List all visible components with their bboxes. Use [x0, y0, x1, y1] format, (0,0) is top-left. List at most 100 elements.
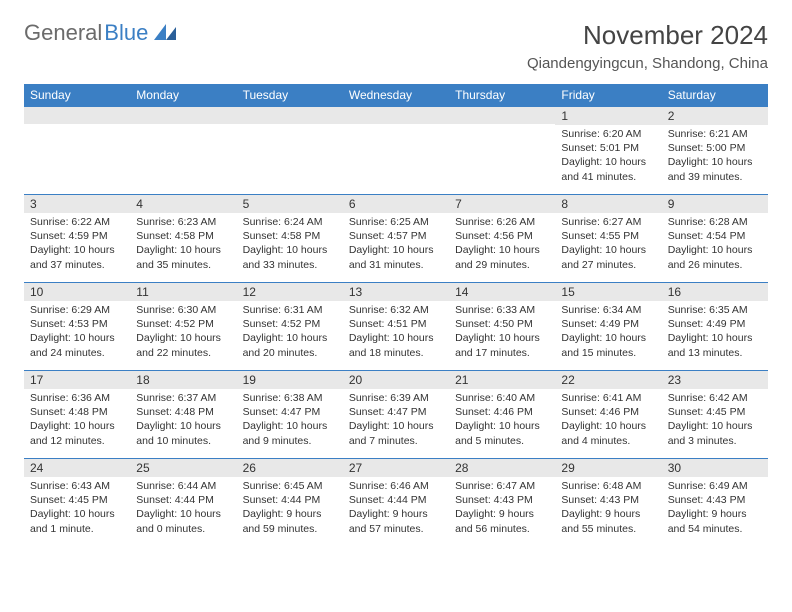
sunrise-line: Sunrise: 6:42 AM [668, 391, 762, 405]
day-number: 9 [662, 194, 768, 213]
triangle-icon [154, 20, 176, 46]
sunset-line: Sunset: 4:46 PM [455, 405, 549, 419]
calendar-day-cell: 7Sunrise: 6:26 AMSunset: 4:56 PMDaylight… [449, 194, 555, 282]
daylight-line: Daylight: 10 hours and 27 minutes. [561, 243, 655, 271]
sunset-line: Sunset: 4:46 PM [561, 405, 655, 419]
calendar-day-cell: 23Sunrise: 6:42 AMSunset: 4:45 PMDayligh… [662, 370, 768, 458]
sunrise-line: Sunrise: 6:28 AM [668, 215, 762, 229]
sunset-line: Sunset: 4:44 PM [136, 493, 230, 507]
calendar-day-cell: 19Sunrise: 6:38 AMSunset: 4:47 PMDayligh… [237, 370, 343, 458]
weekday-header: Sunday [24, 84, 130, 106]
sunset-line: Sunset: 4:53 PM [30, 317, 124, 331]
sunset-line: Sunset: 4:50 PM [455, 317, 549, 331]
day-details: Sunrise: 6:46 AMSunset: 4:44 PMDaylight:… [343, 477, 449, 540]
daylight-line: Daylight: 10 hours and 10 minutes. [136, 419, 230, 447]
calendar-week-row: 10 Sunrise: 6:29 AMSunset: 4:53 PM Dayligh… [24, 282, 768, 370]
day-details: Sunrise: 6:33 AMSunset: 4:50 PMDaylight:… [449, 301, 555, 364]
sunrise-line: Sunrise: 6:21 AM [668, 127, 762, 141]
day-number: 18 [130, 370, 236, 389]
calendar-day-cell: 27Sunrise: 6:46 AMSunset: 4:44 PMDayligh… [343, 458, 449, 546]
sunrise-line: Sunrise: 6:30 AM [136, 303, 230, 317]
weekday-header: Monday [130, 84, 236, 106]
sunrise-line: Sunrise: 6:23 AM [136, 215, 230, 229]
day-number: 5 [237, 194, 343, 213]
day-number-empty [449, 106, 555, 124]
sunset-line: Sunset: 4:43 PM [561, 493, 655, 507]
day-number: 19 [237, 370, 343, 389]
day-number: 29 [555, 458, 661, 477]
calendar-header-row: SundayMondayTuesdayWednesdayThursdayFrid… [24, 84, 768, 106]
sunrise-line: Sunrise: 6:34 AM [561, 303, 655, 317]
day-details: Sunrise: 6:42 AMSunset: 4:45 PMDaylight:… [662, 389, 768, 452]
sunrise-line: Sunrise: 6:27 AM [561, 215, 655, 229]
weekday-header: Tuesday [237, 84, 343, 106]
calendar-day-cell: 21Sunrise: 6:40 AMSunset: 4:46 PMDayligh… [449, 370, 555, 458]
calendar-body: 1Sunrise: 6:20 AMSunset: 5:01 PMDaylight… [24, 106, 768, 546]
day-details: Sunrise: 6:21 AMSunset: 5:00 PMDaylight:… [662, 125, 768, 188]
sunset-line: Sunset: 4:43 PM [668, 493, 762, 507]
day-number: 25 [130, 458, 236, 477]
sunrise-line: Sunrise: 6:48 AM [561, 479, 655, 493]
calendar-day-cell: 4Sunrise: 6:23 AMSunset: 4:58 PMDaylight… [130, 194, 236, 282]
day-number: 10 [24, 282, 130, 301]
sunset-line: Sunset: 4:57 PM [349, 229, 443, 243]
calendar-week-row: 17Sunrise: 6:36 AMSunset: 4:48 PMDayligh… [24, 370, 768, 458]
day-number: 20 [343, 370, 449, 389]
day-number-empty [343, 106, 449, 124]
calendar-day-cell: 25Sunrise: 6:44 AMSunset: 4:44 PMDayligh… [130, 458, 236, 546]
calendar-day-cell: 2Sunrise: 6:21 AMSunset: 5:00 PMDaylight… [662, 106, 768, 194]
day-details: Sunrise: 6:24 AMSunset: 4:58 PMDaylight:… [237, 213, 343, 276]
calendar-day-cell: 24Sunrise: 6:43 AMSunset: 4:45 PMDayligh… [24, 458, 130, 546]
calendar-day-cell: 9Sunrise: 6:28 AMSunset: 4:54 PMDaylight… [662, 194, 768, 282]
sunrise-line: Sunrise: 6:49 AM [668, 479, 762, 493]
sunrise-line: Sunrise: 6:44 AM [136, 479, 230, 493]
calendar-day-cell: 26Sunrise: 6:45 AMSunset: 4:44 PMDayligh… [237, 458, 343, 546]
sunrise-line: Sunrise: 6:40 AM [455, 391, 549, 405]
calendar-day-cell: 8Sunrise: 6:27 AMSunset: 4:55 PMDaylight… [555, 194, 661, 282]
daylight-line: Daylight: 10 hours and 3 minutes. [668, 419, 762, 447]
daylight-line: Daylight: 10 hours and 31 minutes. [349, 243, 443, 271]
daylight-line: Daylight: 9 hours and 56 minutes. [455, 507, 549, 535]
day-number: 27 [343, 458, 449, 477]
daylight-line: Daylight: 10 hours and 9 minutes. [243, 419, 337, 447]
sunrise-line: Sunrise: 6:41 AM [561, 391, 655, 405]
sunrise-line: Sunrise: 6:46 AM [349, 479, 443, 493]
sunrise-line: Sunrise: 6:29 AM [30, 303, 124, 317]
sunrise-line: Sunrise: 6:22 AM [30, 215, 124, 229]
day-details: Sunrise: 6:34 AMSunset: 4:49 PMDaylight:… [555, 301, 661, 364]
day-details: Sunrise: 6:43 AMSunset: 4:45 PMDaylight:… [24, 477, 130, 540]
month-title: November 2024 [527, 20, 768, 51]
calendar-day-cell: 13Sunrise: 6:32 AMSunset: 4:51 PMDayligh… [343, 282, 449, 370]
sunset-line: Sunset: 5:01 PM [561, 141, 655, 155]
calendar-day-cell: 3Sunrise: 6:22 AMSunset: 4:59 PMDaylight… [24, 194, 130, 282]
sunset-line: Sunset: 4:44 PM [243, 493, 337, 507]
sunrise-line: Sunrise: 6:36 AM [30, 391, 124, 405]
daylight-line: Daylight: 10 hours and 15 minutes. [561, 331, 655, 359]
sunset-line: Sunset: 4:58 PM [243, 229, 337, 243]
day-details: Sunrise: 6:47 AMSunset: 4:43 PMDaylight:… [449, 477, 555, 540]
calendar-day-cell: 12Sunrise: 6:31 AMSunset: 4:52 PMDayligh… [237, 282, 343, 370]
sunset-line: Sunset: 5:00 PM [668, 141, 762, 155]
sunset-line: Sunset: 4:47 PM [243, 405, 337, 419]
day-number: 12 [237, 282, 343, 301]
day-number: 14 [449, 282, 555, 301]
sunrise-line: Sunrise: 6:31 AM [243, 303, 337, 317]
daylight-line: Daylight: 9 hours and 55 minutes. [561, 507, 655, 535]
sunrise-line: Sunrise: 6:43 AM [30, 479, 124, 493]
daylight-line: Daylight: 10 hours and 5 minutes. [455, 419, 549, 447]
sunrise-line: Sunrise: 6:39 AM [349, 391, 443, 405]
day-details: Sunrise: 6:41 AMSunset: 4:46 PMDaylight:… [555, 389, 661, 452]
day-number-empty [130, 106, 236, 124]
logo-text-gray: General [24, 20, 102, 46]
calendar-day-cell: 18Sunrise: 6:37 AMSunset: 4:48 PMDayligh… [130, 370, 236, 458]
calendar-day-cell: 6Sunrise: 6:25 AMSunset: 4:57 PMDaylight… [343, 194, 449, 282]
day-number-empty [237, 106, 343, 124]
calendar-day-cell: 30Sunrise: 6:49 AMSunset: 4:43 PMDayligh… [662, 458, 768, 546]
daylight-line: Daylight: 10 hours and 33 minutes. [243, 243, 337, 271]
sunset-line: Sunset: 4:47 PM [349, 405, 443, 419]
day-number: 22 [555, 370, 661, 389]
daylight-line: Daylight: 10 hours and 35 minutes. [136, 243, 230, 271]
day-number: 7 [449, 194, 555, 213]
sunset-line: Sunset: 4:49 PM [668, 317, 762, 331]
calendar-day-cell: 28Sunrise: 6:47 AMSunset: 4:43 PMDayligh… [449, 458, 555, 546]
